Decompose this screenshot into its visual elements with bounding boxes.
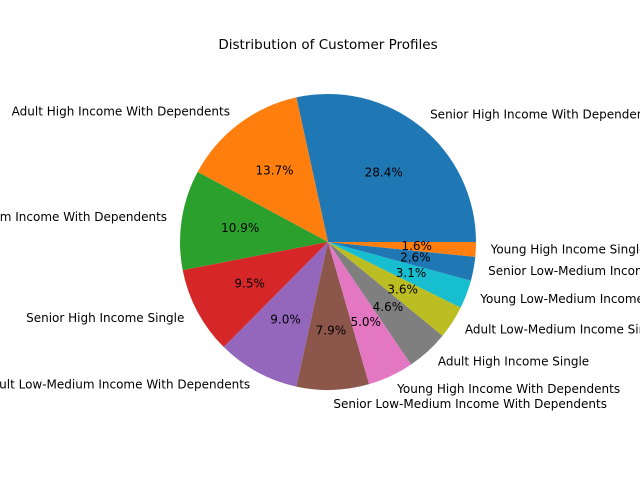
pie-slice-young-high-income-single	[328, 242, 476, 257]
slice-labels: Senior High Income With Dependents Adult …	[0, 105, 640, 412]
slice-label: Senior High Income Single	[26, 311, 184, 325]
pie-slice-senior-high-income-with-dependents	[296, 93, 476, 243]
slice-label: Senior Low-Medium Income Single	[488, 264, 640, 278]
pie-slice-adult-high-income-with-dependents	[197, 97, 328, 242]
slice-label: Young Low-Medium Income Single	[479, 292, 640, 306]
pie-slice-senior-low-medium-income-single	[328, 242, 476, 281]
pie-slice-adult-high-income-single	[328, 242, 443, 365]
pie-slice-young-low-medium-income-single	[328, 242, 471, 308]
slice-label: Adult High Income Single	[438, 355, 589, 369]
pie-slice-adult-low-medium-income-single	[328, 242, 461, 336]
slice-label: Senior High Income With Dependents	[430, 108, 640, 122]
percent-label: 7.9%	[316, 323, 347, 337]
percent-label: 9.0%	[270, 313, 301, 327]
percent-label: 13.7%	[255, 164, 293, 178]
slice-label: Young High Income Single	[490, 243, 640, 257]
slice-label: Adult Low-Medium Income Single	[465, 323, 640, 337]
pie-slice-adult-low-medium-income-with-dependents	[223, 242, 328, 387]
percent-label: 2.6%	[400, 251, 431, 265]
pie-slice-young-high-income-with-dependents	[328, 242, 412, 385]
slice-label: Senior Low-Medium Income With Dependents	[333, 397, 607, 411]
slice-label: Young High Income With Dependents	[396, 382, 620, 396]
percent-label: 3.1%	[396, 266, 427, 280]
slice-label: Adult High Income With Dependents	[12, 105, 230, 119]
percent-label: 3.6%	[387, 283, 418, 297]
chart-title: Distribution of Customer Profiles	[218, 37, 437, 53]
percent-label: 10.9%	[221, 221, 259, 235]
pie-slice-senior-low-medium-income-with-dependents	[296, 242, 370, 391]
percent-label: 9.5%	[234, 276, 265, 290]
percent-labels: 28.4% 13.7% 10.9% 9.5% 9.0% 7.9%5.0%4.6% 3.6% 3…	[221, 164, 432, 338]
pie-slice-senior-high-income-single	[182, 242, 328, 348]
percent-label: 1.6%	[401, 239, 432, 253]
percent-label: 28.4%	[365, 165, 403, 179]
percent-label: 4.6%	[373, 300, 404, 314]
pie-slices	[179, 93, 476, 391]
percent-label: 5.0%	[350, 315, 381, 329]
pie-slice-young-low-medium-income-with-dependents	[179, 171, 328, 271]
slice-label: Adult Low-Medium Income With Dependents	[0, 377, 250, 391]
slice-label: Young Low-Medium Income With Dependents	[0, 210, 167, 224]
